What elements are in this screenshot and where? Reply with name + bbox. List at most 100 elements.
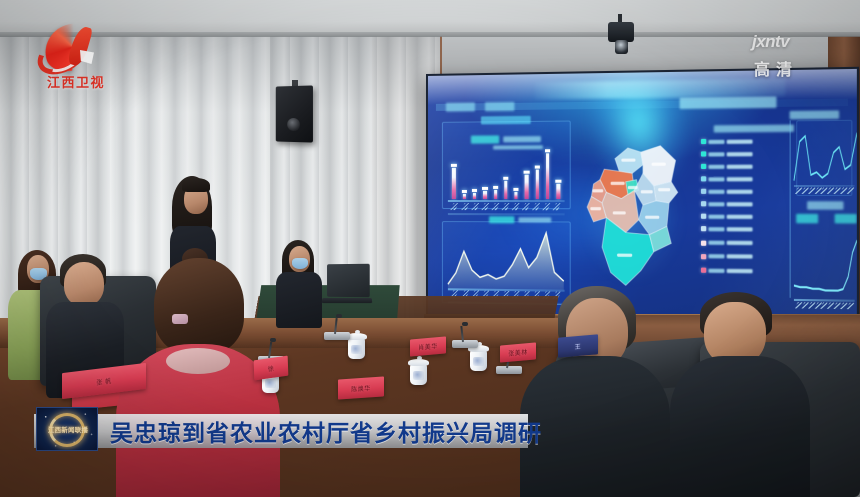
- dashboard-title: [534, 78, 785, 100]
- bar-chart-axis: [448, 200, 565, 202]
- name-placard: 王: [558, 334, 598, 358]
- teacup-decoration: [413, 371, 424, 380]
- line-chart-bottom-chip-b: [834, 214, 857, 224]
- rank-list-row[interactable]: [701, 213, 753, 220]
- bar-chart-bar-cap: [451, 163, 457, 167]
- rank-list-row[interactable]: [701, 240, 753, 246]
- table-microphone: [324, 332, 350, 340]
- dashboard-chip-right: [789, 109, 839, 120]
- bar-chart-bar: [503, 176, 509, 199]
- bar-chart-bar-cap: [492, 185, 499, 189]
- rank-list-row[interactable]: [701, 201, 753, 207]
- foreground-center-clip: [172, 314, 188, 324]
- speaker-cone: [287, 117, 300, 132]
- axis-tick-label: [521, 202, 531, 210]
- ceiling-camera-icon: [608, 22, 634, 42]
- rank-list-row[interactable]: [701, 138, 753, 145]
- teacup-lid: [346, 333, 367, 340]
- axis-tick-label: [532, 202, 542, 210]
- bar-chart-bar-cap: [461, 189, 468, 193]
- line-chart-top-svg: [794, 128, 857, 184]
- axis-tick-label: [450, 202, 460, 210]
- axis-tick-label: [846, 302, 855, 309]
- map-svg: [577, 137, 688, 297]
- line-chart-top-ticks: [794, 187, 855, 194]
- ceiling-edge: [0, 32, 860, 37]
- bar-chart-tick-labels: [450, 202, 562, 210]
- axis-tick-label: [501, 202, 511, 210]
- name-placard: 陈焕华: [338, 376, 384, 400]
- name-placard-text: 徐: [267, 366, 275, 373]
- green-jacket-face-mask: [30, 268, 47, 280]
- name-placard-text: 陈焕华: [351, 385, 371, 394]
- area-chart-legend-chip: [489, 215, 515, 224]
- axis-tick-label: [542, 202, 552, 210]
- bar-chart-legend-chip: [470, 135, 500, 144]
- name-placard-text: 张 帆: [96, 378, 112, 387]
- bar-chart-bar: [544, 149, 551, 199]
- bar-chart-bar-cap: [544, 149, 551, 153]
- dark-jacket-head: [64, 262, 104, 306]
- teacup[interactable]: [468, 342, 489, 371]
- bar-chart-bar: [523, 170, 530, 199]
- area-chart-header-label: [518, 217, 552, 223]
- program-logo-text: 江西新闻联播: [47, 427, 89, 434]
- foreground-center-hair: [154, 258, 244, 354]
- bar-chart-bar-cap: [523, 170, 530, 174]
- rank-list-row[interactable]: [701, 188, 753, 195]
- quality-badge: 高清: [754, 62, 799, 79]
- axis-tick-label: [491, 202, 500, 210]
- teacup-lid: [408, 359, 429, 366]
- rank-list-row[interactable]: [701, 151, 753, 157]
- rank-list-row[interactable]: [701, 176, 753, 182]
- dashboard-search-box[interactable]: [679, 96, 776, 110]
- bar-chart-bar-cap: [503, 176, 509, 181]
- table-microphone: [452, 340, 478, 348]
- rank-list-row[interactable]: [701, 267, 753, 274]
- teacup[interactable]: [346, 330, 367, 359]
- bar-chart-bar: [555, 179, 561, 199]
- axis-tick-label: [511, 202, 521, 210]
- line-chart-bottom-ticks: [794, 301, 855, 309]
- axis-tick-label: [846, 187, 855, 194]
- name-placard: 张美林: [500, 342, 536, 363]
- ceiling: [0, 0, 860, 36]
- line-chart-bottom-title: [807, 201, 844, 210]
- dashboard-tab-overview[interactable]: [446, 102, 475, 112]
- teacup[interactable]: [408, 356, 429, 385]
- dashboard-display[interactable]: [426, 66, 860, 327]
- ceiling-camera-lens: [615, 40, 628, 54]
- channel-logo-text: 江西卫视: [46, 75, 105, 90]
- headline-text: 吴忠琼到省农业农村厅省乡村振兴局调研: [110, 420, 542, 446]
- province-map[interactable]: [561, 123, 704, 313]
- bar-chart-bar-cap: [471, 188, 478, 192]
- dashboard-tab-industry[interactable]: [485, 101, 515, 111]
- operator-laptop-screen[interactable]: [327, 263, 370, 298]
- ceiling-camera-arm: [618, 14, 622, 24]
- bar-chart-bar: [471, 188, 478, 199]
- bar-chart-bar-cap: [555, 179, 561, 183]
- right-a-body: [520, 356, 670, 497]
- area-chart-svg: [448, 228, 564, 290]
- rank-list-row[interactable]: [701, 254, 753, 260]
- foreground-center-collar: [166, 348, 230, 374]
- table-microphone-head: [270, 338, 276, 342]
- rank-list-row[interactable]: [701, 226, 753, 232]
- operator-body: [276, 272, 322, 328]
- teacup-knob: [477, 342, 482, 346]
- right-b-head: [704, 302, 766, 366]
- operator-laptop-base[interactable]: [321, 297, 373, 304]
- bar-chart-bar-cap: [482, 186, 488, 190]
- bar-chart-legend-label: [503, 136, 542, 143]
- name-placard-text: 肖美华: [418, 344, 438, 352]
- rank-list-row[interactable]: [701, 163, 753, 170]
- axis-tick-label: [480, 202, 490, 210]
- table-microphone-head: [462, 322, 468, 326]
- table-microphone: [496, 366, 522, 374]
- name-placard-text: 张美林: [508, 350, 528, 358]
- panel-divider-vertical: [789, 120, 791, 298]
- bar-chart-baseline-glow: [448, 213, 565, 216]
- bar-chart-bar: [492, 185, 499, 199]
- operator-face-mask: [292, 258, 308, 269]
- teacup-knob: [417, 356, 422, 360]
